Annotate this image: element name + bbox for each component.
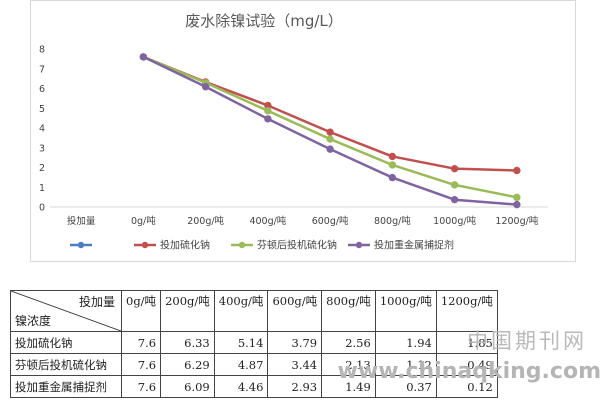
x-tick-label: 400g/吨 — [249, 215, 286, 227]
table-cell: 0.12 — [435, 375, 498, 398]
table-header-cell: 1200g/吨 — [435, 290, 498, 332]
y-tick-label: 2 — [39, 163, 45, 174]
row-label: 芬顿后投机硫化钠 — [10, 353, 122, 376]
data-point — [450, 164, 459, 173]
data-point — [450, 195, 459, 204]
table-header-cell: 400g/吨 — [213, 290, 269, 332]
y-tick-label: 4 — [39, 124, 45, 135]
data-point — [388, 161, 397, 169]
table-cell: 1.85 — [435, 331, 498, 354]
data-point — [326, 135, 334, 143]
table-header-cell: 200g/吨 — [160, 290, 215, 332]
data-point — [513, 166, 521, 175]
data-table: 投加量 镍浓度 0g/吨 200g/吨 400g/吨 600g/吨 800g/吨 1000… — [10, 290, 498, 398]
row-label: 投加硫化钠 — [10, 331, 122, 354]
table-cell: 7.6 — [120, 331, 162, 354]
table-corner-cell: 投加量 镍浓度 — [10, 290, 122, 332]
corner-top-label: 投加量 — [78, 295, 115, 309]
legend-item — [70, 241, 92, 249]
chart-title: 废水除镍试验（mg/L） — [185, 12, 343, 30]
table-cell: 3.79 — [267, 331, 323, 354]
data-point — [326, 145, 334, 153]
x-axis: 投加量 0g/吨 200g/吨 400g/吨 600g/吨 800g/吨 1000g/吨 12… — [67, 215, 539, 227]
y-tick-label: 0 — [39, 203, 45, 214]
table-cell: 1.12 — [374, 353, 437, 376]
table-cell: 6.29 — [160, 353, 215, 376]
table-cell: 2.13 — [321, 353, 376, 376]
data-point — [388, 152, 397, 161]
table-row: 芬顿后投机硫化钠 7.6 6.29 4.87 3.44 2.13 1.12 0.49 — [10, 353, 498, 376]
table-cell: 3.44 — [267, 353, 323, 376]
data-point — [264, 115, 272, 123]
y-tick-label: 1 — [39, 183, 45, 194]
table-cell: 1.49 — [321, 375, 376, 398]
data-point — [513, 193, 521, 202]
x-tick-label: 600g/吨 — [312, 215, 349, 227]
legend-marker — [141, 241, 149, 249]
table-cell: 7.6 — [120, 375, 162, 398]
y-tick-label: 7 — [39, 64, 45, 75]
table-header-cell: 0g/吨 — [120, 290, 162, 332]
data-point — [201, 83, 210, 91]
chart-frame — [30, 0, 576, 262]
series-lines — [139, 53, 521, 209]
table-row: 投加硫化钠 7.6 6.33 5.14 3.79 2.56 1.94 1.85 — [10, 331, 498, 354]
series-3 — [139, 53, 521, 209]
data-point — [139, 53, 148, 61]
x-tick-label: 0g/吨 — [131, 215, 156, 227]
legend: 投加硫化钠 芬顿后投机硫化钠 投加重金属捕捉剂 — [70, 239, 454, 252]
table-cell: 1.94 — [374, 331, 437, 354]
table-header-row: 投加量 镍浓度 0g/吨 200g/吨 400g/吨 600g/吨 800g/吨 1000… — [10, 290, 498, 332]
y-tick-label: 8 — [39, 45, 45, 56]
table-cell: 4.87 — [213, 353, 269, 376]
row-label: 投加重金属捕捉剂 — [10, 375, 122, 398]
corner-bottom-label: 镍浓度 — [15, 314, 52, 328]
table-cell: 5.14 — [213, 331, 269, 354]
data-table-wrap: 投加量 镍浓度 0g/吨 200g/吨 400g/吨 600g/吨 800g/吨 1000… — [10, 290, 498, 398]
data-point — [264, 107, 272, 115]
y-tick-label: 5 — [39, 104, 45, 115]
table-cell: 2.56 — [321, 331, 376, 354]
legend-marker — [238, 241, 246, 249]
table-cell: 6.33 — [160, 331, 215, 354]
table-row: 投加重金属捕捉剂 7.6 6.09 4.46 2.93 1.49 0.37 0.12 — [10, 375, 498, 398]
table-header-cell: 600g/吨 — [267, 290, 323, 332]
data-point — [513, 200, 521, 209]
legend-label: 投加重金属捕捉剂 — [374, 239, 454, 252]
line-chart: 废水除镍试验（mg/L） 0 1 2 3 4 5 6 7 8 投加量 0g/吨 200g/吨 400g… — [30, 0, 576, 262]
x-tick-label: 800g/吨 — [374, 215, 411, 227]
data-point — [326, 128, 334, 136]
table-cell: 7.6 — [120, 353, 162, 376]
corner-diagonal — [11, 291, 121, 331]
legend-marker — [355, 241, 363, 249]
data-point — [388, 173, 397, 182]
y-tick-label: 3 — [39, 143, 45, 154]
y-axis: 0 1 2 3 4 5 6 7 8 — [39, 45, 45, 214]
table-header-cell: 800g/吨 — [321, 290, 376, 332]
x-tick-label: 200g/吨 — [187, 215, 224, 227]
legend-label: 芬顿后投机硫化钠 — [257, 239, 337, 252]
table-cell: 4.46 — [213, 375, 269, 398]
x-tick-label: 1200g/吨 — [495, 215, 538, 227]
legend-label: 投加硫化钠 — [160, 239, 210, 252]
table-cell: 6.09 — [160, 375, 215, 398]
y-tick-label: 6 — [39, 84, 45, 95]
table-cell: 0.37 — [374, 375, 437, 398]
x-tick-label: 1000g/吨 — [433, 215, 476, 227]
data-point — [450, 181, 459, 189]
table-header-cell: 1000g/吨 — [374, 290, 437, 332]
table-cell: 0.49 — [435, 353, 498, 376]
legend-marker — [77, 241, 85, 249]
table-cell: 2.93 — [267, 375, 323, 398]
legend-item: 芬顿后投机硫化钠 — [231, 239, 337, 252]
x-tick-label: 投加量 — [67, 215, 96, 227]
legend-item: 投加硫化钠 — [134, 239, 210, 252]
legend-item: 投加重金属捕捉剂 — [348, 239, 454, 252]
chart-area: 废水除镍试验（mg/L） 0 1 2 3 4 5 6 7 8 投加量 0g/吨 200g/吨 400g… — [30, 0, 576, 262]
